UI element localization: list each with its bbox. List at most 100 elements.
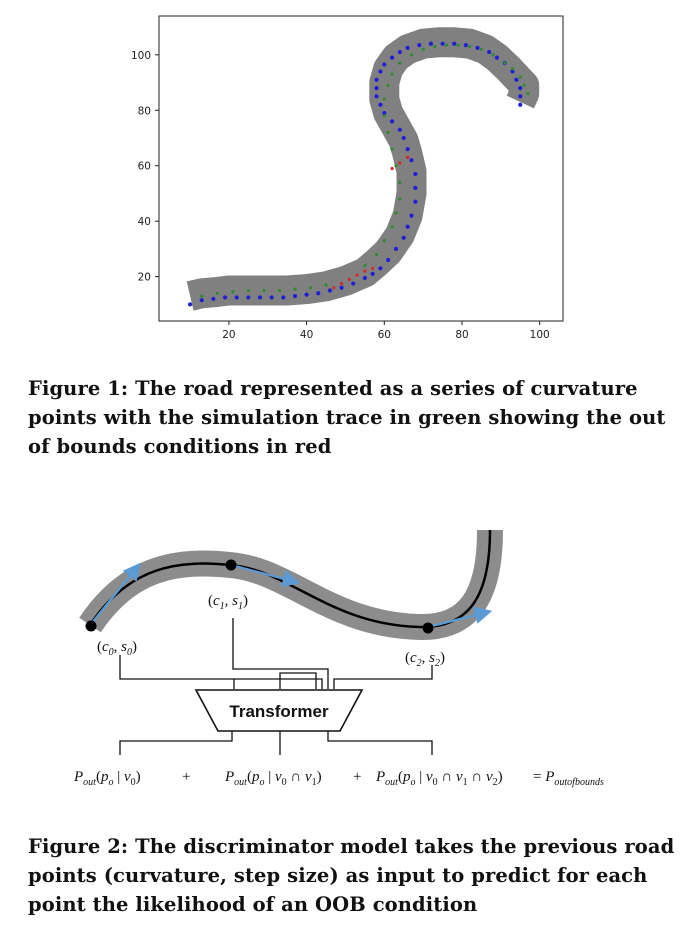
trace-point xyxy=(231,290,235,294)
road-centerline xyxy=(88,529,492,629)
trace-point xyxy=(382,114,386,118)
trace-point xyxy=(491,53,495,57)
x-tick-label: 80 xyxy=(455,329,468,341)
trace-point xyxy=(522,83,526,87)
road-point xyxy=(327,288,333,293)
oob-point xyxy=(363,269,367,273)
trace-point xyxy=(390,72,394,76)
transformer-block xyxy=(194,689,364,732)
road-point xyxy=(409,158,414,163)
road-point xyxy=(351,281,356,286)
road-point xyxy=(281,295,286,300)
direction-arrow-0 xyxy=(90,562,141,625)
trace-point xyxy=(390,225,394,229)
road-band xyxy=(186,27,540,311)
trace-point xyxy=(382,97,386,101)
road-point xyxy=(428,41,434,46)
oob-point xyxy=(332,286,336,290)
road-point xyxy=(397,49,402,55)
road-band xyxy=(79,529,503,641)
trace-point xyxy=(503,61,507,65)
road-point xyxy=(514,77,519,82)
oob-point xyxy=(371,266,375,270)
road-point xyxy=(487,49,492,55)
road-point xyxy=(374,85,379,91)
transformer-label: Transformer xyxy=(229,702,329,721)
road-point xyxy=(463,43,468,48)
point-label-1: (c1, s1) xyxy=(208,593,248,612)
trace-point xyxy=(421,47,425,51)
trace-point xyxy=(363,263,367,268)
axis-ticks: 20 40 60 80 100 20 40 60 80 100 xyxy=(131,50,550,341)
trace-point xyxy=(398,180,402,184)
road-point xyxy=(362,275,367,281)
trace-point xyxy=(324,283,328,287)
plot-marks xyxy=(187,41,530,307)
road-point xyxy=(440,41,445,46)
road-point xyxy=(234,295,239,300)
road-point xyxy=(246,295,251,300)
road-point xyxy=(494,55,500,60)
road-point xyxy=(378,69,383,74)
trace-point xyxy=(215,291,219,295)
road-point xyxy=(417,43,422,48)
trace-point xyxy=(390,147,394,151)
road-point xyxy=(378,102,383,107)
road-point xyxy=(510,69,515,74)
road-point xyxy=(393,246,399,252)
road-point xyxy=(475,45,480,50)
output-connectors xyxy=(119,731,433,755)
y-tick-label: 40 xyxy=(138,216,151,228)
point-label-0: (c0, s0) xyxy=(97,639,137,658)
y-tick-label: 60 xyxy=(138,161,151,173)
trace-point xyxy=(308,286,313,290)
trace-point xyxy=(433,44,437,49)
trace-point xyxy=(398,197,402,201)
road-point xyxy=(339,285,344,290)
road-point xyxy=(518,85,523,91)
road-point xyxy=(389,119,395,124)
road-point xyxy=(370,271,375,276)
oob-point xyxy=(339,281,344,286)
road-point xyxy=(518,94,523,99)
road-point xyxy=(413,185,418,191)
road-point-1 xyxy=(225,559,237,571)
trace-point xyxy=(409,53,414,57)
oob-point xyxy=(406,155,410,160)
direction-arrow-1 xyxy=(230,563,301,588)
road-point xyxy=(316,291,321,296)
oob-point xyxy=(390,166,394,171)
point-label-2: (c2, s2) xyxy=(405,650,445,669)
trace-point xyxy=(374,252,379,257)
road-point xyxy=(405,45,410,50)
road-point xyxy=(378,266,383,271)
probability-formula: Pout(po | v0) + Pout(po | v0 ∩ v1) + Pou… xyxy=(73,769,604,788)
trace-point xyxy=(394,211,398,215)
trace-point xyxy=(479,47,484,51)
road-point xyxy=(413,171,418,177)
x-tick-label: 40 xyxy=(300,329,313,341)
trace-point xyxy=(444,43,449,47)
road-point xyxy=(199,298,204,303)
road-point xyxy=(187,302,193,307)
road-point xyxy=(405,224,410,229)
road-point xyxy=(374,94,379,99)
road-band-path xyxy=(186,27,540,311)
road-point xyxy=(452,41,457,46)
road-point xyxy=(222,295,228,300)
trace-point xyxy=(382,238,386,243)
road-point xyxy=(382,62,387,67)
road-point-2 xyxy=(422,622,434,634)
road-point xyxy=(374,77,379,82)
road-point xyxy=(413,199,418,204)
road-point xyxy=(382,110,387,116)
trace-point xyxy=(510,67,515,71)
road-point xyxy=(401,235,406,240)
trace-point xyxy=(386,83,390,87)
road-point xyxy=(304,292,309,297)
road-point xyxy=(518,102,523,107)
trace-point xyxy=(246,288,250,293)
road-point xyxy=(211,296,216,301)
oob-point xyxy=(347,277,351,282)
road-point xyxy=(397,127,402,132)
